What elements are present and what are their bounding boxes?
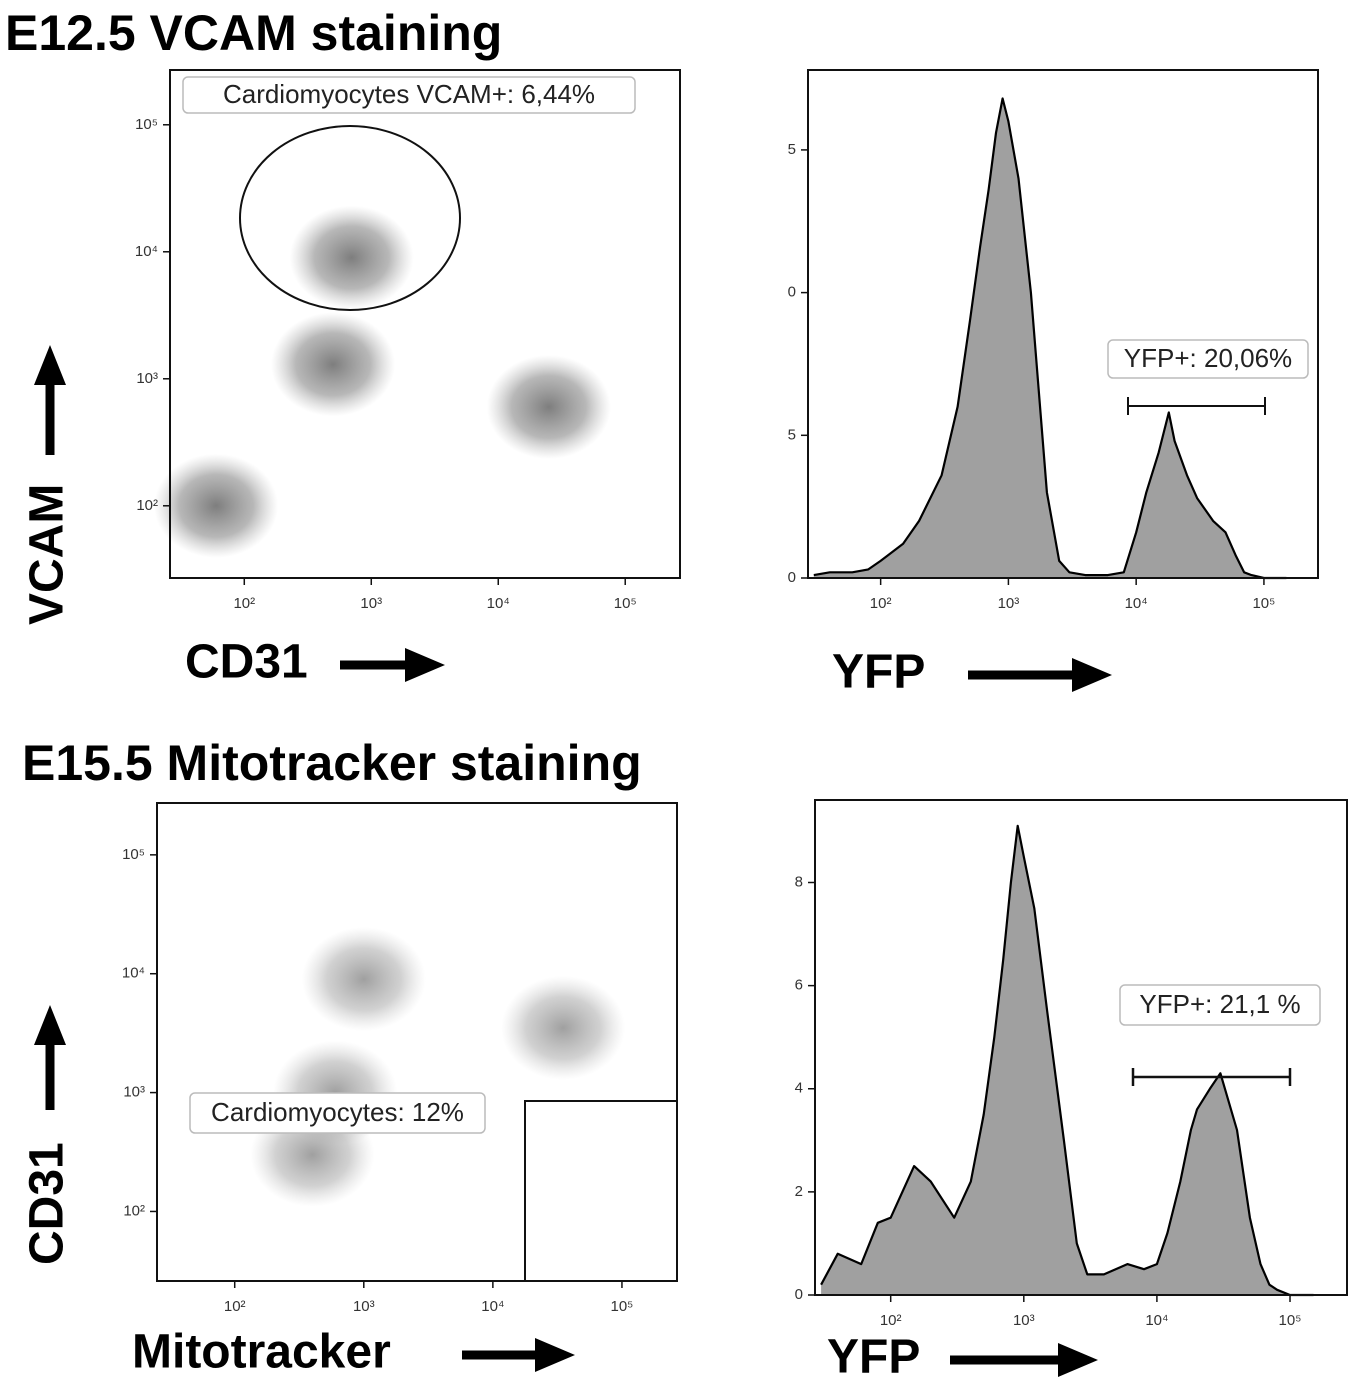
y-tick-label: 10⁴	[135, 243, 158, 260]
y-arrow-head	[34, 1005, 66, 1045]
x-tick-label: 10³	[353, 1298, 375, 1315]
x-tick-label: 10²	[233, 595, 255, 612]
gate-label: Cardiomyocytes VCAM+: 6,44%	[223, 79, 595, 109]
plot-frame	[814, 799, 1348, 1296]
histogram-line	[820, 824, 1314, 1297]
x-tick-label: 10⁵	[610, 1298, 633, 1315]
x-tick-label: 10²	[870, 595, 892, 612]
x-axis-label: YFP	[832, 646, 925, 699]
y-tick-label: 0	[788, 284, 796, 301]
cell-cluster	[289, 205, 414, 310]
gate-label-box	[189, 1092, 486, 1134]
y-tick-label: 4	[795, 1080, 803, 1097]
histogram-area	[813, 98, 1287, 578]
panel-title: E15.5 Mitotracker staining	[22, 735, 642, 791]
gate-rect	[524, 1100, 678, 1282]
cell-cluster	[154, 453, 279, 558]
x-arrow-head	[1072, 658, 1112, 692]
plot-frame	[169, 69, 681, 579]
x-tick-label: 10³	[1013, 1312, 1035, 1329]
plot-frame	[807, 69, 1319, 579]
y-tick-label: 2	[795, 1183, 803, 1200]
x-arrow-head	[405, 648, 445, 682]
y-tick-label: 0	[795, 1286, 803, 1303]
y-axis-label: VCAM	[21, 484, 74, 625]
x-axis-label: YFP	[827, 1331, 920, 1384]
cell-cluster	[271, 312, 396, 417]
x-tick-label: 10²	[224, 1298, 246, 1315]
x-tick-label: 10³	[998, 595, 1020, 612]
x-tick-label: 10⁴	[1145, 1312, 1168, 1329]
y-tick-label: 10⁵	[122, 846, 145, 863]
y-tick-label: 10⁵	[135, 116, 158, 133]
histogram-area	[821, 825, 1314, 1295]
x-tick-label: 10⁵	[614, 595, 637, 612]
x-tick-label: 10³	[360, 595, 382, 612]
x-tick-label: 10⁵	[1252, 595, 1275, 612]
y-tick-label: 6	[795, 977, 803, 994]
y-tick-label: 10⁴	[122, 965, 145, 982]
x-tick-label: 10⁴	[481, 1298, 504, 1315]
y-tick-label: 10²	[123, 1202, 145, 1219]
x-tick-label: 10⁴	[487, 595, 510, 612]
y-tick-label: 10³	[136, 370, 158, 387]
cell-cluster	[501, 975, 626, 1080]
x-arrow-head	[535, 1338, 575, 1372]
x-tick-label: 10⁴	[1125, 595, 1148, 612]
cell-cluster	[486, 354, 611, 459]
x-axis-label: CD31	[185, 636, 308, 689]
gate-label-box	[1107, 339, 1309, 379]
y-tick-label: 5	[788, 141, 796, 158]
cell-cluster	[301, 927, 426, 1032]
y-tick-label: 10²	[136, 497, 158, 514]
gate-label-box	[1119, 984, 1321, 1026]
y-arrow-head	[34, 345, 66, 385]
panel-title: E12.5 VCAM staining	[5, 5, 502, 61]
x-axis-label: Mitotracker	[132, 1326, 391, 1379]
gate-ellipse	[239, 125, 461, 311]
histogram-line	[813, 97, 1287, 580]
gate-label: Cardiomyocytes: 12%	[211, 1097, 464, 1127]
x-tick-label: 10⁵	[1279, 1312, 1302, 1329]
y-tick-label: 10³	[123, 1084, 145, 1101]
y-axis-label: CD31	[21, 1142, 74, 1265]
gate-label-box	[182, 76, 636, 114]
y-tick-label: 5	[788, 426, 796, 443]
gate-label: YFP+: 20,06%	[1124, 343, 1292, 373]
y-tick-label: 0	[788, 569, 796, 586]
x-tick-label: 10²	[880, 1312, 902, 1329]
gate-label: YFP+: 21,1 %	[1139, 989, 1300, 1019]
y-tick-label: 8	[795, 873, 803, 890]
x-arrow-head	[1058, 1343, 1098, 1377]
plot-frame	[156, 802, 678, 1282]
